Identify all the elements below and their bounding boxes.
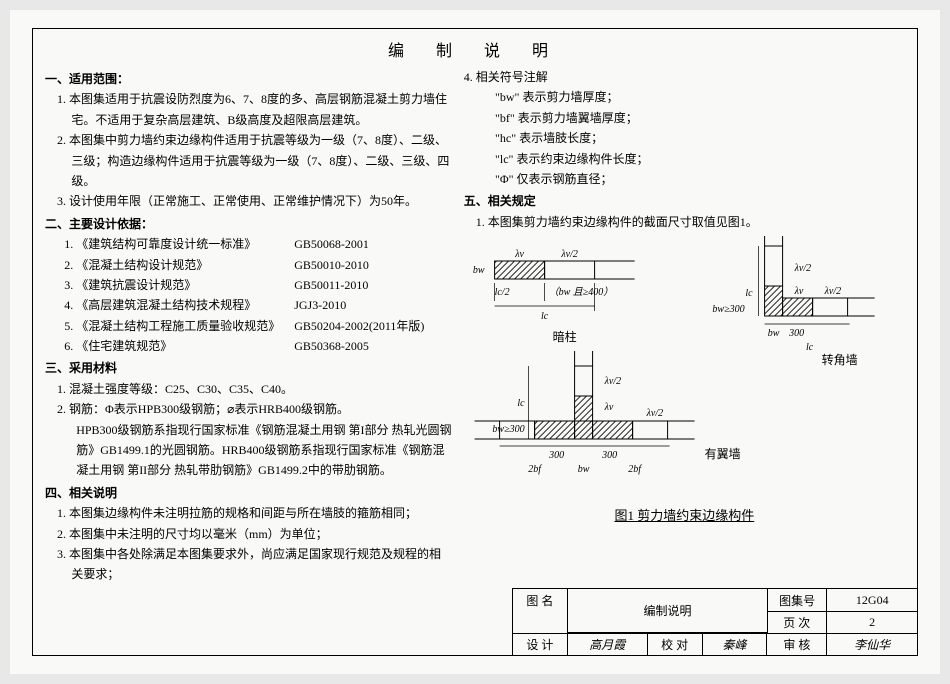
fig-lc-b: lc [745, 288, 753, 299]
symbol-line: "Φ" 仅表示钢筋直径； [495, 169, 905, 189]
section-4-head: 四、相关说明 [45, 483, 452, 503]
std-code: GB50011-2010 [294, 275, 368, 295]
figure-1: λv λv/2 bw lc/2 （bw 且≥400） lc 暗柱 [464, 236, 905, 496]
s3-line-1: 1. 混凝土强度等级：C25、C30、C35、C40。 [57, 379, 452, 399]
fig-lc: lc [541, 311, 549, 322]
tb-jiaodui: 秦峰 [703, 633, 768, 655]
fig-lc-d: lc [517, 398, 525, 409]
fig-lam2-c: λv/2 [823, 286, 841, 297]
tb-tujihao: 12G04 [827, 589, 917, 611]
fig-lam-c: λv [603, 402, 613, 413]
fig-2bf-b: 2bf [628, 464, 642, 475]
std-name: 5. 《混凝土结构工程施工质量验收规范》 [64, 316, 294, 336]
tb-drawing-name: 编制说明 [568, 589, 768, 633]
fig-t1: （bw 且≥400） [548, 286, 613, 298]
s4r-head: 4. 相关符号注解 [464, 67, 905, 87]
std-name: 1. 《建筑结构可靠度设计统一标准》 [64, 234, 294, 254]
section-1-head: 一、适用范围： [45, 69, 452, 89]
fig-lc-c: lc [806, 342, 814, 353]
s1-line-2: 2. 本图集中剪力墙约束边缘构件适用于抗震等级为一级（7、8度）、二级、三级；构… [57, 130, 452, 191]
doc-title: 编 制 说 明 [45, 37, 905, 61]
s4-line-1: 1. 本图集边缘构件未注明拉筋的规格和间距与所在墙肢的箍筋相同； [57, 503, 452, 523]
right-column: 4. 相关符号注解 "bw" 表示剪力墙厚度；"bf" 表示剪力墙翼墙厚度；"h… [458, 67, 905, 585]
std-code: GB50204-2002(2011年版) [294, 316, 424, 336]
fig-300-b: 300 [548, 450, 564, 461]
fig-youyi: 有翼墙 [704, 447, 740, 461]
section-5-head: 五、相关规定 [464, 191, 905, 211]
standard-row: 2. 《混凝土结构设计规范》GB50010-2010 [64, 255, 452, 275]
tb-label-jiaodui: 校 对 [648, 633, 703, 655]
std-name: 3. 《建筑抗震设计规范》 [64, 275, 294, 295]
std-code: JGJ3-2010 [294, 295, 346, 315]
std-name: 4. 《高层建筑混凝土结构技术规程》 [64, 295, 294, 315]
tb-label-shenhe: 审 核 [767, 633, 827, 655]
fig-bw300: bw≥300 [712, 304, 744, 315]
fig-bw300-b: bw≥300 [492, 424, 524, 435]
symbol-line: "bf" 表示剪力墙翼墙厚度； [495, 108, 905, 128]
fig-300: 300 [788, 328, 804, 339]
standard-row: 4. 《高层建筑混凝土结构技术规程》JGJ3-2010 [64, 295, 452, 315]
std-name: 2. 《混凝土结构设计规范》 [64, 255, 294, 275]
standard-row: 5. 《混凝土结构工程施工质量验收规范》GB50204-2002(2011年版) [64, 316, 452, 336]
fig-lam2-b: λv/2 [793, 263, 811, 274]
std-code: GB50010-2010 [294, 255, 369, 275]
tb-label-yeci: 页 次 [767, 611, 827, 633]
page: 编 制 说 明 一、适用范围： 1. 本图集适用于抗震设防烈度为6、7、8度的多… [10, 10, 940, 674]
fig-lam-b: λv [793, 286, 803, 297]
left-column: 一、适用范围： 1. 本图集适用于抗震设防烈度为6、7、8度的多、高层钢筋混凝土… [45, 67, 458, 585]
fig-lc2: lc/2 [494, 287, 509, 298]
fig-bw-c: bw [578, 464, 590, 475]
content-columns: 一、适用范围： 1. 本图集适用于抗震设防烈度为6、7、8度的多、高层钢筋混凝土… [45, 67, 905, 585]
tb-yeci: 2 [827, 611, 917, 633]
standards-list: 1. 《建筑结构可靠度设计统一标准》GB50068-20012. 《混凝土结构设… [45, 234, 452, 356]
fig-lam: λv [514, 249, 524, 260]
fig-lam2-e: λv/2 [645, 408, 663, 419]
fig-bw-b: bw [768, 328, 780, 339]
s3-line-2b: HPB300级钢筋系指现行国家标准《钢筋混凝土用钢 第I部分 热轧光圆钢筋》GB… [76, 420, 452, 481]
tb-label-sheji: 设 计 [513, 633, 568, 655]
s4-line-3: 3. 本图集中各处除满足本图集要求外，尚应满足国家现行规范及规程的相关要求； [57, 544, 452, 585]
fig-2bf-a: 2bf [528, 464, 542, 475]
standard-row: 1. 《建筑结构可靠度设计统一标准》GB50068-2001 [64, 234, 452, 254]
fig-zhuanjiao: 转角墙 [821, 352, 857, 367]
s1-line-3: 3. 设计使用年限（正常施工、正常使用、正常维护情况下）为50年。 [57, 191, 452, 211]
symbol-line: "hc" 表示墙肢长度； [495, 128, 905, 148]
symbol-line: "lc" 表示约束边缘构件长度； [495, 149, 905, 169]
s3-line-2: 2. 钢筋：Φ表示HPB300级钢筋；⌀表示HRB400级钢筋。 [57, 399, 452, 419]
tb-blank [513, 611, 568, 633]
fig-anzhu: 暗柱 [552, 329, 576, 344]
std-name: 6. 《住宅建筑规范》 [64, 336, 294, 356]
tb-label-tuming: 图 名 [513, 589, 568, 611]
symbol-line: "bw" 表示剪力墙厚度； [495, 87, 905, 107]
figure-svg: λv λv/2 bw lc/2 （bw 且≥400） lc 暗柱 [464, 236, 905, 496]
section-2-head: 二、主要设计依据： [45, 214, 452, 234]
section-3-head: 三、采用材料 [45, 358, 452, 378]
symbol-list: "bw" 表示剪力墙厚度；"bf" 表示剪力墙翼墙厚度；"hc" 表示墙肢长度；… [464, 87, 905, 189]
s5-line-1: 1. 本图集剪力墙约束边缘构件的截面尺寸取值见图1。 [476, 212, 905, 232]
tb-row-3: 设 计 高月霞 校 对 秦峰 审 核 李仙华 [513, 633, 917, 655]
tb-label-tujihao: 图集号 [768, 589, 828, 611]
tb-sheji: 高月霞 [568, 633, 648, 655]
std-code: GB50368-2005 [294, 336, 369, 356]
tb-shenhe: 李仙华 [827, 633, 917, 655]
standard-row: 6. 《住宅建筑规范》GB50368-2005 [64, 336, 452, 356]
s4-line-2: 2. 本图集中未注明的尺寸均以毫米（mm）为单位； [57, 524, 452, 544]
tb-row-1: 图 名 编制说明 图集号 12G04 [513, 589, 917, 611]
title-block: 图 名 编制说明 图集号 12G04 页 次 2 设 计 高月霞 校 对 秦峰 … [512, 588, 917, 655]
fig-lam2-d: λv/2 [603, 376, 621, 387]
drawing-frame: 编 制 说 明 一、适用范围： 1. 本图集适用于抗震设防烈度为6、7、8度的多… [32, 28, 918, 656]
fig-lam2: λv/2 [560, 249, 578, 260]
fig-300-c: 300 [601, 450, 617, 461]
std-code: GB50068-2001 [294, 234, 369, 254]
fig-bw: bw [473, 265, 485, 276]
figure-caption: 图1 剪力墙约束边缘构件 [464, 505, 905, 527]
standard-row: 3. 《建筑抗震设计规范》GB50011-2010 [64, 275, 452, 295]
s1-line-1: 1. 本图集适用于抗震设防烈度为6、7、8度的多、高层钢筋混凝土剪力墙住宅。不适… [57, 89, 452, 130]
